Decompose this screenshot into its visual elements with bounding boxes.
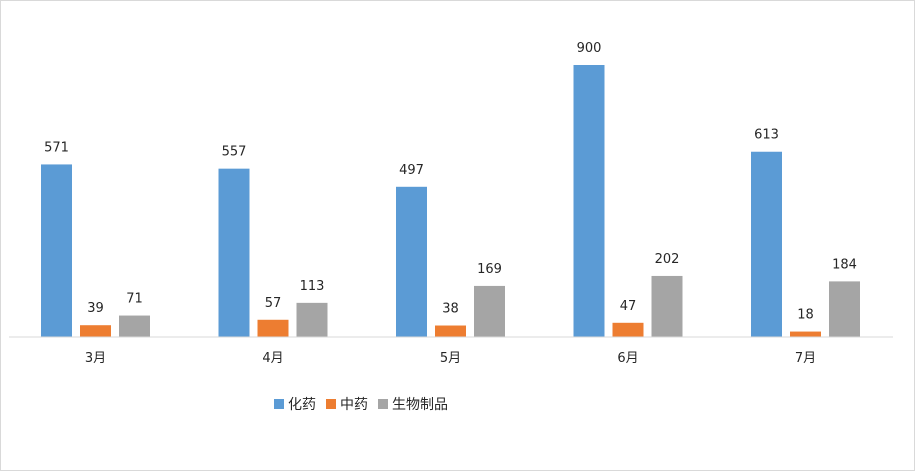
x-axis-ticks: 3月 4月 5月 6月 7月 <box>85 351 816 366</box>
x-tick-label: 4月 <box>262 351 283 366</box>
bar-1-3 <box>396 186 427 337</box>
bar-2-4 <box>612 322 644 337</box>
value-labels-layer: 571 39 71 557 57 113 497 38 169 900 47 202 613 18 184 <box>44 41 857 323</box>
data-label-1-4: 900 <box>577 41 602 56</box>
bar-3-2 <box>296 302 328 337</box>
data-label-3-4: 202 <box>655 252 680 267</box>
data-label-2-5: 18 <box>797 308 814 323</box>
data-label-2-2: 57 <box>265 296 282 311</box>
x-tick-label: 5月 <box>440 351 461 366</box>
legend-swatch-3 <box>378 399 388 409</box>
bar-2-1 <box>80 325 111 337</box>
data-label-1-5: 613 <box>754 128 779 143</box>
legend-swatch-1 <box>274 399 284 409</box>
bar-1-4 <box>573 65 605 337</box>
data-label-2-3: 38 <box>442 302 459 317</box>
data-label-2-1: 39 <box>87 301 104 316</box>
x-tick-label: 7月 <box>795 351 816 366</box>
legend: 化药 中药 生物制品 <box>274 397 448 413</box>
legend-swatch-2 <box>326 399 336 409</box>
data-label-3-2: 113 <box>300 279 325 294</box>
bar-3-4 <box>651 275 683 337</box>
bar-1-2 <box>218 168 250 337</box>
data-label-1-1: 571 <box>44 140 69 155</box>
bars-layer <box>41 65 860 337</box>
data-label-1-2: 557 <box>222 145 247 160</box>
x-tick-label: 3月 <box>85 351 106 366</box>
legend-label-3: 生物制品 <box>392 397 448 413</box>
bar-3-3 <box>474 285 505 337</box>
data-label-3-3: 169 <box>477 262 502 277</box>
data-label-3-5: 184 <box>832 257 857 272</box>
data-label-3-1: 71 <box>126 292 143 307</box>
legend-label-2: 中药 <box>340 397 368 413</box>
bar-2-2 <box>257 319 289 337</box>
data-label-2-4: 47 <box>620 299 637 314</box>
x-tick-label: 6月 <box>617 351 638 366</box>
bar-3-5 <box>829 281 860 337</box>
bar-3-1 <box>119 315 150 337</box>
bar-1-5 <box>751 151 782 337</box>
bar-2-5 <box>790 331 821 337</box>
data-label-1-3: 497 <box>399 163 424 178</box>
bar-1-1 <box>41 164 72 337</box>
bar-2-3 <box>435 325 466 337</box>
legend-label-1: 化药 <box>288 397 316 413</box>
